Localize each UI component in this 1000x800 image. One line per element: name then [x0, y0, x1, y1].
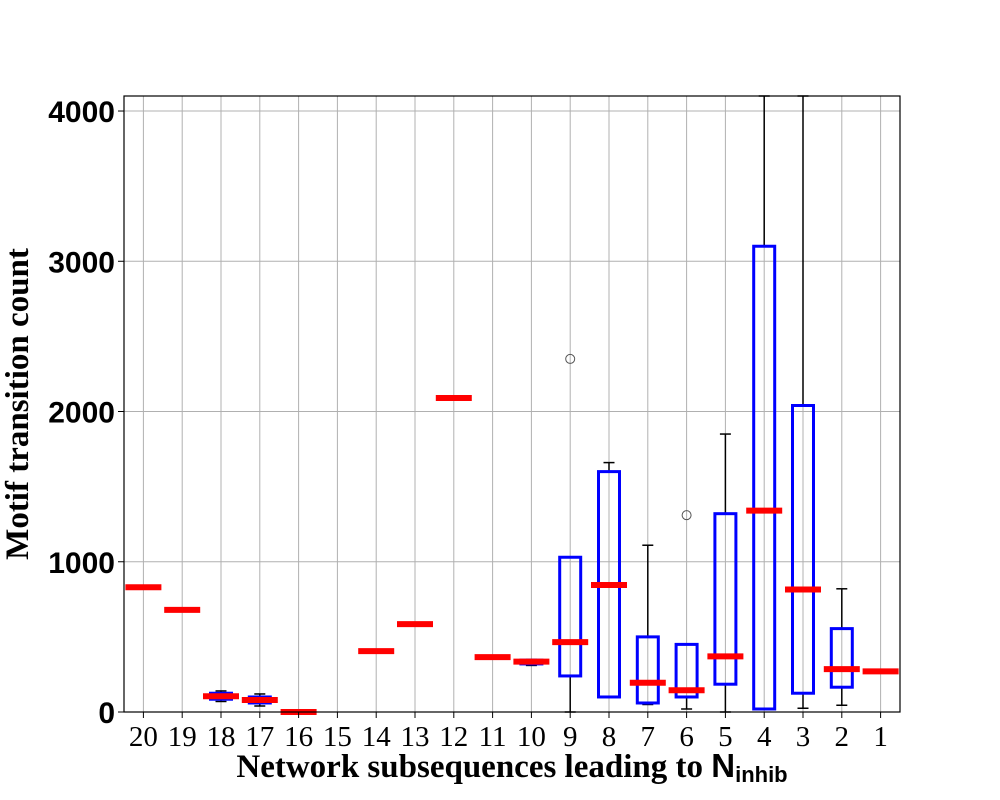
x-tick-label: 17: [245, 721, 274, 753]
box-series: [125, 95, 899, 715]
box-item: [668, 510, 705, 710]
box-iqr: [674, 642, 699, 699]
x-axis-label-text: Network subsequences leading to: [236, 749, 711, 785]
x-tick-label: 7: [641, 721, 656, 753]
y-axis-label: Motif transition count: [0, 248, 36, 560]
box-item: [591, 461, 627, 699]
x-axis-ticks: 20 19 18 17 16 15 14 13 12 11 10 9 8 7 6 5 4 3 2 1: [129, 712, 888, 753]
y-axis-ticks: 0 1000 2000 3000 4000: [48, 96, 124, 730]
x-tick-label: 1: [873, 721, 888, 753]
y-tick-label: 2000: [48, 397, 115, 430]
grid-lines: [124, 96, 900, 713]
y-tick-label: 4000: [48, 96, 115, 129]
box-item: [552, 353, 589, 713]
plot-frame: [123, 95, 901, 713]
box-item: [629, 544, 666, 706]
x-tick-label: 13: [401, 721, 430, 753]
y-tick-label: 1000: [48, 547, 115, 580]
box-iqr: [558, 555, 583, 678]
x-tick-label: 12: [439, 721, 468, 753]
x-tick-label: 14: [362, 721, 392, 753]
x-tick-label: 8: [602, 721, 617, 753]
x-axis-label-subscript: inhib: [735, 762, 788, 787]
box-iqr: [635, 635, 660, 705]
box-item: [707, 433, 744, 713]
box-iqr: [713, 512, 738, 686]
x-tick-label: 19: [168, 721, 197, 753]
box-item: [203, 690, 239, 703]
x-tick-label: 3: [796, 721, 811, 753]
box-item: [823, 588, 860, 706]
box-item: [785, 95, 821, 709]
x-tick-label: 16: [284, 721, 313, 753]
x-tick-label: 15: [323, 721, 352, 753]
x-tick-label: 5: [718, 721, 733, 753]
outlier-point: [681, 510, 692, 521]
x-tick-label: 2: [835, 721, 850, 753]
box-iqr: [829, 627, 854, 689]
x-tick-label: 6: [679, 721, 694, 753]
x-tick-label: 10: [517, 721, 546, 753]
y-tick-label: 0: [98, 697, 115, 730]
outlier-point: [565, 353, 576, 364]
x-axis-label: Network subsequences leading to Ninhib: [236, 747, 787, 787]
box-iqr: [791, 404, 815, 695]
x-tick-label: 20: [129, 721, 158, 753]
box-item: [513, 658, 550, 667]
x-tick-label: 9: [563, 721, 578, 753]
x-tick-label: 4: [757, 721, 772, 753]
box-iqr: [752, 244, 777, 711]
box-item: [241, 693, 278, 707]
x-tick-label: 11: [479, 721, 507, 753]
x-tick-label: 18: [207, 721, 236, 753]
x-axis-label-symbol: N: [711, 747, 735, 784]
y-tick-label: 3000: [48, 246, 115, 279]
